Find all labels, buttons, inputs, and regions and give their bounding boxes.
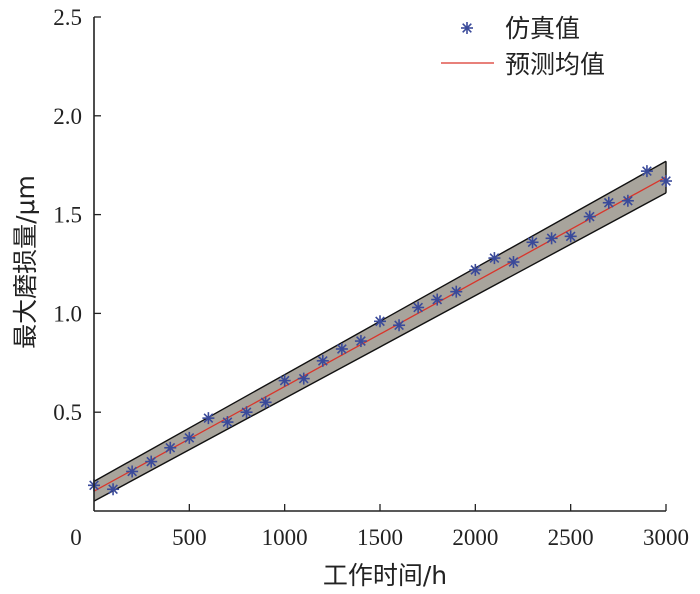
- x-tick-label: 0: [70, 525, 82, 550]
- mean-line-layer: [93, 176, 667, 492]
- x-tick-label: 3000: [643, 525, 689, 550]
- scatter-point: [660, 175, 672, 188]
- y-axis-label: 最大磨损量/μm: [11, 175, 40, 349]
- scatter-point: [297, 372, 310, 385]
- scatter-point: [564, 230, 577, 243]
- scatter-point: [488, 252, 501, 265]
- legend-asterisk: [461, 22, 473, 34]
- scatter-layer: [88, 165, 672, 496]
- tick-labels: 0 500 1000 1500 2000 2500 3000 0.5 1.0 1.5 2.0 2.5: [53, 5, 689, 550]
- scatter-point: [278, 374, 291, 387]
- scatter-point: [107, 483, 120, 496]
- x-tick-label: 500: [172, 525, 207, 550]
- scatter-point: [431, 293, 444, 306]
- axes: [93, 16, 667, 512]
- scatter-point: [221, 416, 234, 429]
- scatter-point: [145, 455, 158, 468]
- scatter-point: [507, 256, 520, 269]
- scatter-point: [583, 210, 596, 223]
- scatter-point: [393, 319, 406, 332]
- scatter-point: [374, 315, 386, 328]
- x-axis-label: 工作时间/h: [323, 561, 447, 590]
- y-tick-label: 2.0: [53, 104, 82, 129]
- scatter-point: [602, 196, 615, 209]
- scatter-point: [640, 165, 653, 178]
- scatter-point: [183, 431, 196, 444]
- legend: 仿真值 预测均值: [441, 14, 605, 79]
- scatter-point: [202, 412, 215, 425]
- x-tick-label: 2500: [548, 525, 594, 550]
- confidence-band-layer: [93, 160, 667, 502]
- x-tick-label: 2000: [452, 525, 498, 550]
- scatter-point: [164, 441, 177, 454]
- legend-label-predicted-mean: 预测均值: [505, 50, 605, 79]
- legend-asterisk-marker: [461, 22, 473, 34]
- y-tick-label: 2.5: [53, 5, 82, 30]
- y-tick-label: 1.0: [53, 301, 82, 326]
- scatter-point: [316, 354, 329, 367]
- y-tick-label: 1.5: [53, 203, 82, 228]
- x-tick-label: 1500: [357, 525, 403, 550]
- scatter-point: [259, 396, 272, 409]
- mean-line: [93, 176, 667, 492]
- y-tick-label: 0.5: [53, 400, 82, 425]
- confidence-band: [94, 161, 666, 502]
- scatter-point: [469, 263, 482, 276]
- scatter-point: [621, 194, 634, 207]
- x-tick-label: 1000: [262, 525, 308, 550]
- scatter-point: [126, 465, 139, 478]
- scatter-point: [450, 285, 463, 298]
- legend-label-simulated: 仿真值: [505, 14, 580, 43]
- scatter-point: [354, 335, 367, 348]
- scatter-point: [412, 301, 425, 314]
- scatter-point: [545, 232, 558, 245]
- scatter-point: [335, 342, 348, 355]
- scatter-point: [240, 406, 253, 419]
- band-lower-edge: [93, 192, 667, 502]
- scatter-point: [526, 236, 539, 249]
